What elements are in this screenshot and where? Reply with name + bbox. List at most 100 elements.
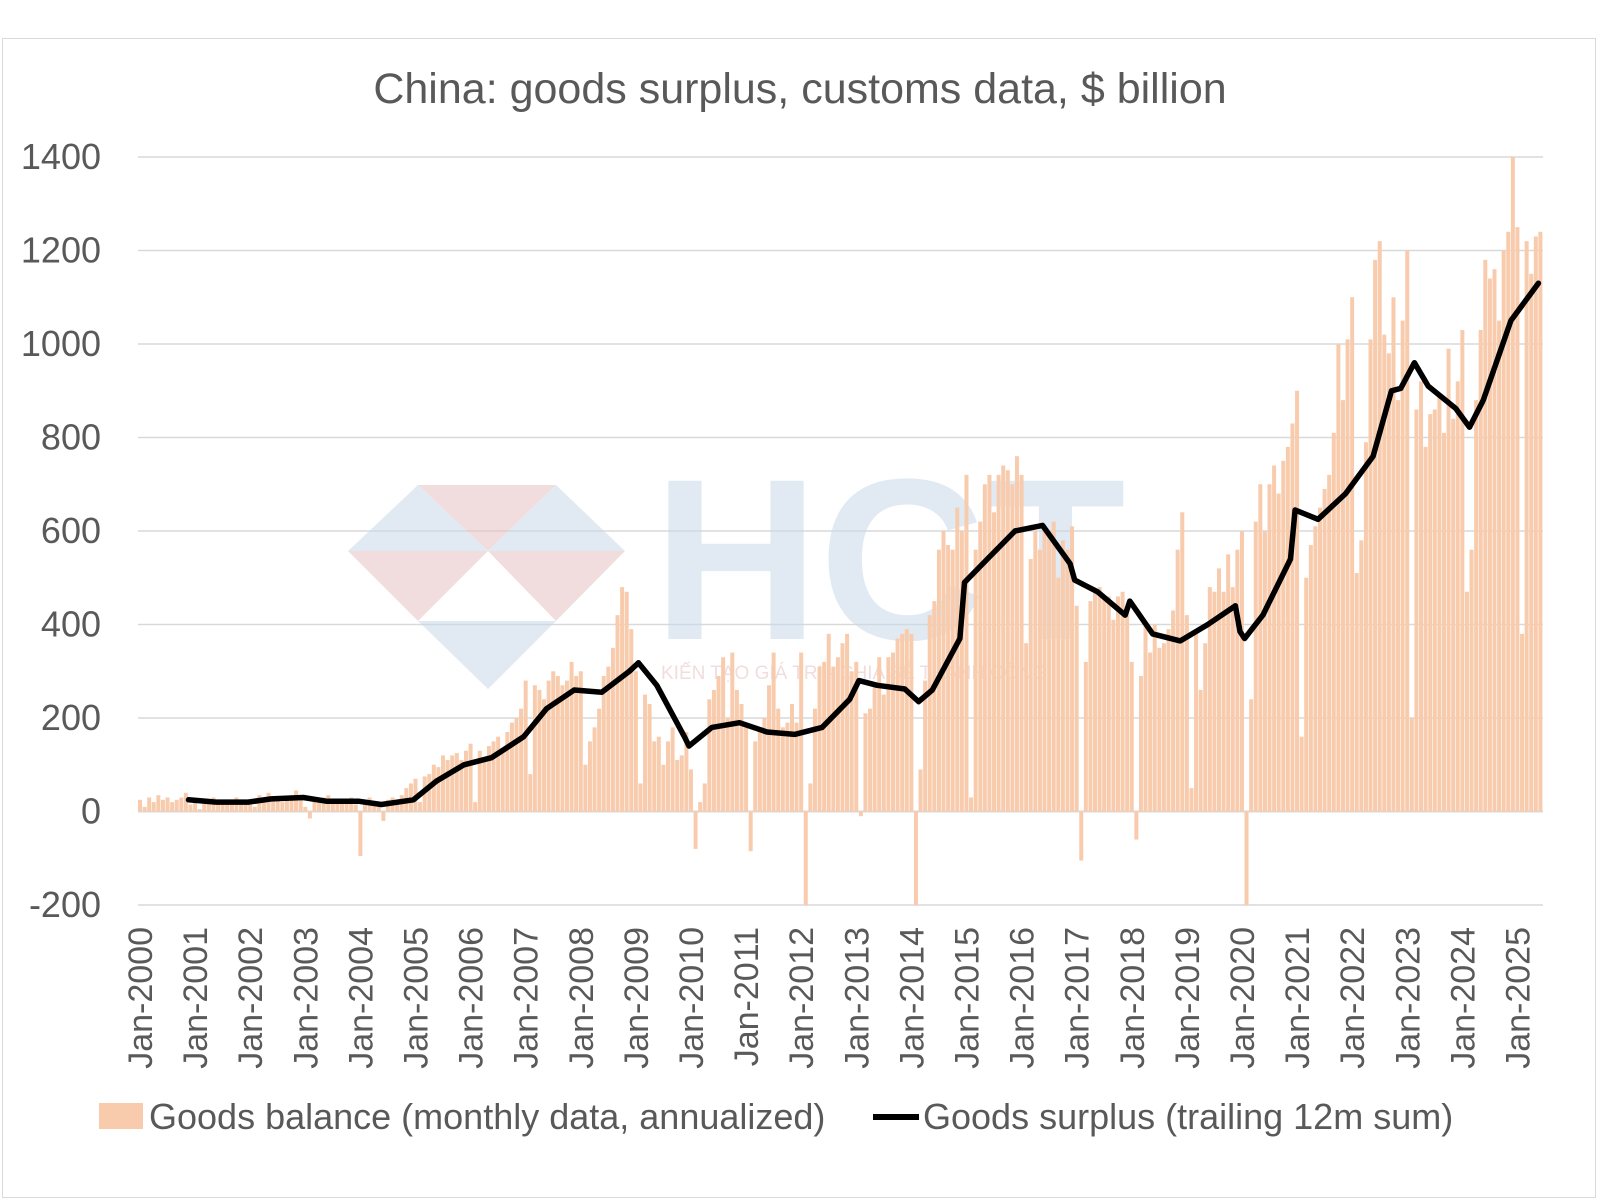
bar (344, 799, 349, 812)
bar (1501, 250, 1506, 812)
bar (1042, 531, 1047, 812)
bar (748, 811, 753, 852)
bar (165, 797, 170, 812)
bar (643, 694, 648, 812)
bar (454, 753, 459, 812)
bar (808, 783, 813, 812)
bar (1207, 587, 1212, 812)
bar (877, 657, 882, 812)
chart-title: China: goods surplus, customs data, $ bi… (373, 65, 1226, 113)
bar (624, 591, 629, 812)
bar (881, 694, 886, 812)
x-tick-label: Jan-2019 (1169, 927, 1207, 1069)
bar (647, 703, 652, 812)
y-tick-label: -200 (29, 884, 101, 925)
bar (289, 795, 294, 812)
bar (1469, 549, 1474, 812)
x-tick-label: Jan-2017 (1059, 927, 1097, 1069)
bar (1451, 418, 1456, 812)
bar (330, 799, 335, 812)
bar (427, 774, 432, 812)
bar (1285, 446, 1290, 812)
bar (1492, 269, 1497, 812)
bar (307, 811, 312, 819)
bar (206, 802, 211, 812)
bar (592, 727, 597, 812)
bar (1028, 559, 1033, 812)
x-tick-label: Jan-2007 (508, 927, 546, 1069)
bar (1194, 633, 1199, 812)
bar (1074, 605, 1079, 812)
x-tick-label: Jan-2013 (838, 927, 876, 1069)
bar (702, 783, 707, 812)
bar (1506, 231, 1511, 812)
bar (1152, 624, 1157, 812)
bar (1350, 297, 1355, 812)
bar (1175, 549, 1180, 812)
bar (1533, 236, 1538, 812)
x-tick-label: Jan-2011 (728, 927, 766, 1066)
bar (996, 474, 1001, 812)
bar-series (138, 157, 1543, 905)
bar (597, 708, 602, 812)
bar (776, 708, 781, 812)
bar (973, 549, 978, 812)
bar (197, 809, 202, 812)
bar (1047, 531, 1052, 812)
bar (1088, 601, 1093, 812)
bar (340, 802, 345, 812)
bar (1276, 493, 1281, 812)
bar (1529, 273, 1534, 812)
bar (987, 474, 992, 812)
bar (1129, 661, 1134, 812)
bar (1400, 320, 1405, 812)
bar (684, 732, 689, 812)
bar (372, 802, 377, 812)
bar (362, 802, 367, 812)
bar (1037, 549, 1042, 812)
bar (1180, 512, 1185, 812)
bar (151, 802, 156, 812)
bar (463, 750, 468, 812)
bar (1405, 250, 1410, 812)
bar (142, 806, 147, 812)
bar (1515, 227, 1520, 812)
bar (261, 802, 266, 812)
bar (656, 736, 661, 812)
bar (744, 727, 749, 812)
bar (1363, 442, 1368, 812)
bar (716, 675, 721, 812)
bar (523, 680, 528, 812)
bar (229, 799, 234, 812)
bar (160, 799, 165, 812)
bar (946, 545, 951, 812)
bar (1432, 409, 1437, 812)
bar (1281, 460, 1286, 812)
bar (1368, 339, 1373, 812)
bar (574, 675, 579, 812)
y-tick-label: 1200 (21, 230, 101, 271)
bar (822, 661, 827, 812)
bar (183, 792, 188, 812)
x-tick-label: Jan-2001 (177, 927, 215, 1069)
x-tick-label: Jan-2003 (287, 927, 325, 1069)
x-tick-label: Jan-2024 (1444, 927, 1482, 1069)
y-axis: -200 0 200 400 600 800 1000 1200 1400 (21, 136, 101, 925)
bar (1102, 596, 1107, 812)
chart-canvas: China: goods surplus, customs data, $ bi… (21, 65, 1543, 1137)
bar (220, 802, 225, 812)
bar (969, 797, 974, 812)
y-tick-label: 600 (41, 510, 101, 551)
bar (1483, 259, 1488, 812)
bar (1070, 526, 1075, 812)
bar (147, 797, 152, 812)
bar (812, 708, 817, 812)
bar (817, 666, 822, 812)
bar (1019, 474, 1024, 812)
bar (1143, 624, 1148, 812)
bar (1171, 610, 1176, 812)
bar (294, 790, 299, 812)
bar (1386, 353, 1391, 812)
x-tick-label: Jan-2025 (1499, 927, 1537, 1069)
bar (767, 685, 772, 812)
